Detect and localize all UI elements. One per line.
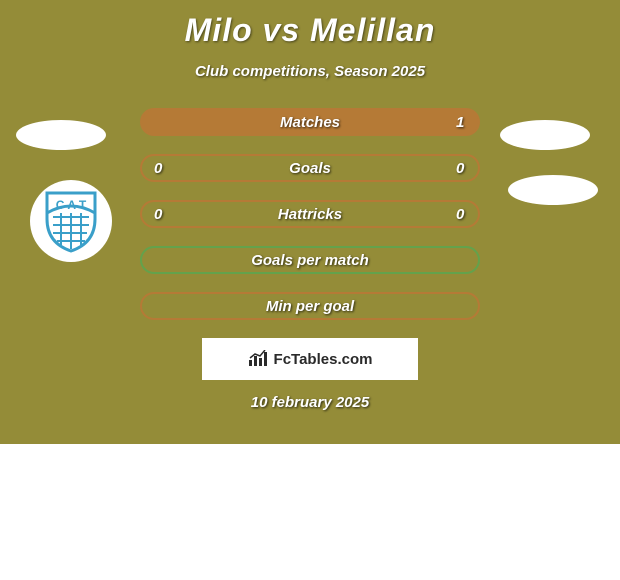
stat-row: Goals per match (140, 246, 480, 274)
stat-right-value: 1 (456, 114, 466, 131)
shield-icon: C A T (43, 189, 99, 253)
stat-row: Min per goal (140, 292, 480, 320)
stat-row: 0 Hattricks 0 (140, 200, 480, 228)
stat-row: Matches 1 (140, 108, 480, 136)
stat-label: Hattricks (278, 206, 342, 223)
stat-label: Min per goal (266, 298, 354, 315)
page-subtitle: Club competitions, Season 2025 (195, 63, 425, 80)
stat-rows: Matches 1 0 Goals 0 0 Hattricks 0 Goals per matc… (140, 108, 480, 320)
stat-right-value: 0 (456, 160, 466, 177)
stat-label: Goals (289, 160, 331, 177)
club-badge: C A T (30, 180, 112, 262)
stat-left-value: 0 (154, 206, 164, 223)
player-avatar-right-2 (508, 175, 598, 205)
date-label: 10 february 2025 (251, 394, 369, 411)
page-title: Milo vs Melillan (185, 12, 436, 49)
player-avatar-left (16, 120, 106, 150)
stat-right-value: 0 (456, 206, 466, 223)
brand-box[interactable]: FcTables.com (202, 338, 418, 380)
stat-left-value: 0 (154, 160, 164, 177)
stat-label: Goals per match (251, 252, 369, 269)
stats-panel: Milo vs Melillan Club competitions, Seas… (0, 0, 620, 444)
player-avatar-right-1 (500, 120, 590, 150)
stat-label: Matches (280, 114, 340, 131)
brand-text: FcTables.com (274, 351, 373, 368)
bar-chart-icon (248, 350, 270, 368)
stat-row: 0 Goals 0 (140, 154, 480, 182)
svg-text:C A T: C A T (56, 198, 87, 212)
